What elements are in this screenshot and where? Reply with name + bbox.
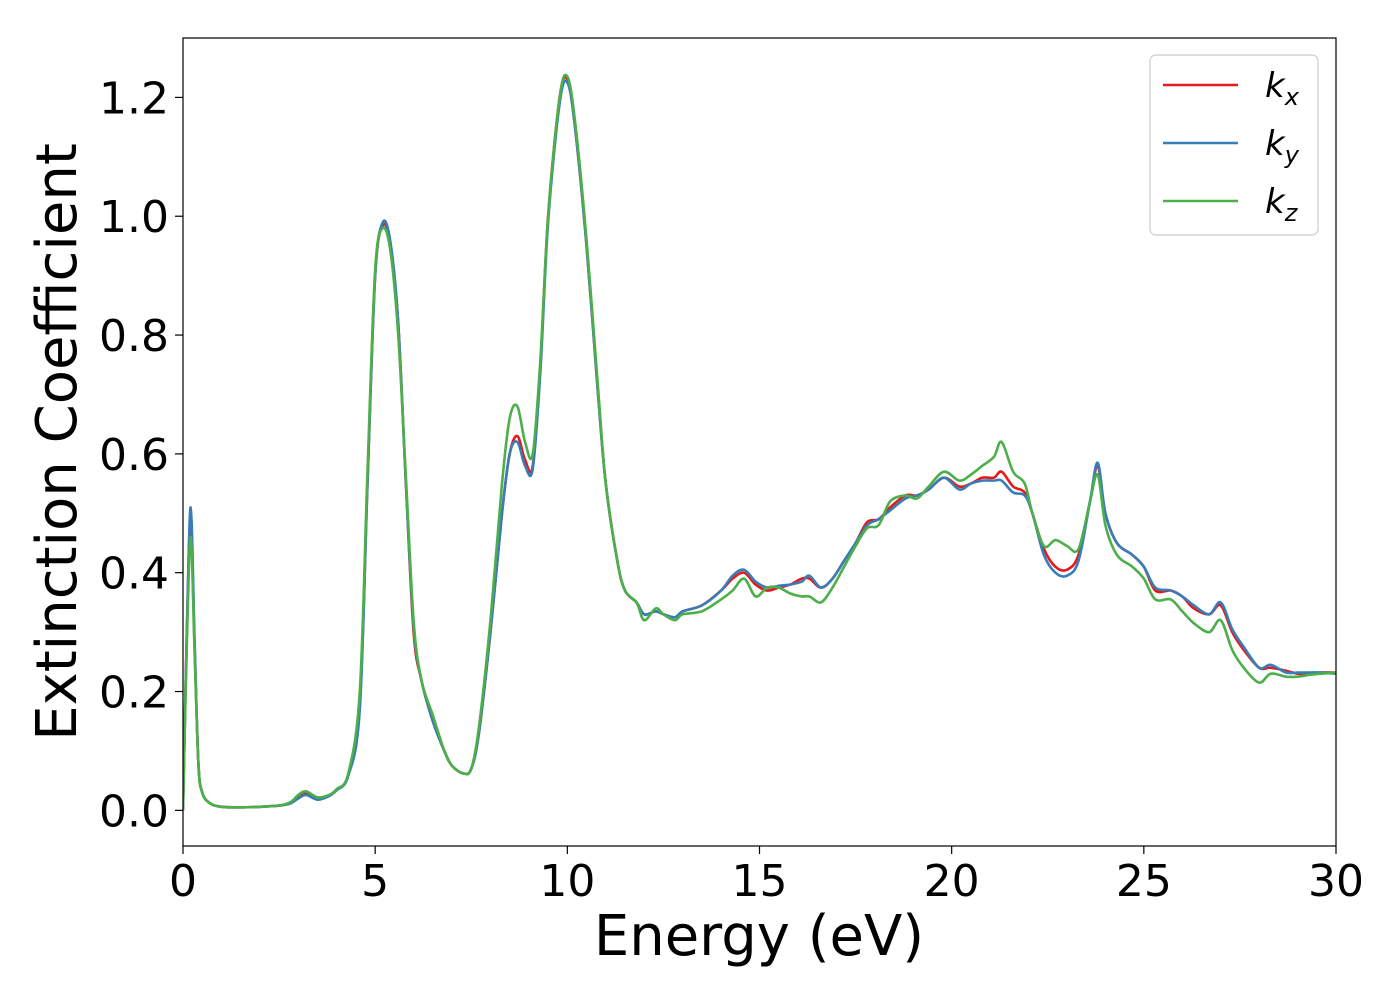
legend-label-subscript: z [1284, 199, 1299, 227]
x-tick-label: 5 [361, 856, 389, 907]
x-axis-label: Energy (eV) [594, 904, 924, 969]
y-tick-label: 1.0 [99, 192, 169, 243]
legend-label-z: kz [1265, 182, 1299, 227]
legend-label-base: k [1265, 124, 1286, 164]
y-tick-label: 0.6 [99, 430, 169, 481]
y-axis-label: Extinction Coefficient [25, 143, 90, 741]
legend-label-base: k [1265, 182, 1286, 222]
x-tick-label: 30 [1308, 856, 1364, 907]
series-line-y [183, 79, 1336, 811]
x-tick-label: 0 [169, 856, 197, 907]
y-tick-label: 0.4 [99, 549, 169, 600]
legend-label-subscript: x [1284, 83, 1300, 111]
y-tick-label: 1.2 [99, 73, 169, 124]
x-tick-label: 25 [1116, 856, 1172, 907]
legend-label-y: ky [1265, 124, 1300, 169]
legend-label-x: kx [1265, 66, 1300, 111]
x-axis-ticks: 0 5 10 15 20 25 30 [169, 846, 1364, 907]
series-layer [183, 73, 1336, 811]
plot-area [182, 37, 1337, 847]
y-axis-ticks: 0.0 0.2 0.4 0.6 0.8 1.0 1.2 [99, 73, 183, 837]
legend-box [1149, 54, 1319, 236]
y-tick-label: 0.2 [99, 668, 169, 719]
series-line-z [183, 73, 1336, 811]
y-tick-label: 0.0 [99, 786, 169, 837]
x-tick-label: 10 [539, 856, 595, 907]
y-tick-label: 0.8 [99, 311, 169, 362]
legend-label-base: k [1265, 66, 1286, 106]
x-tick-label: 20 [924, 856, 980, 907]
legend-label-subscript: y [1284, 141, 1300, 169]
x-tick-label: 15 [732, 856, 788, 907]
